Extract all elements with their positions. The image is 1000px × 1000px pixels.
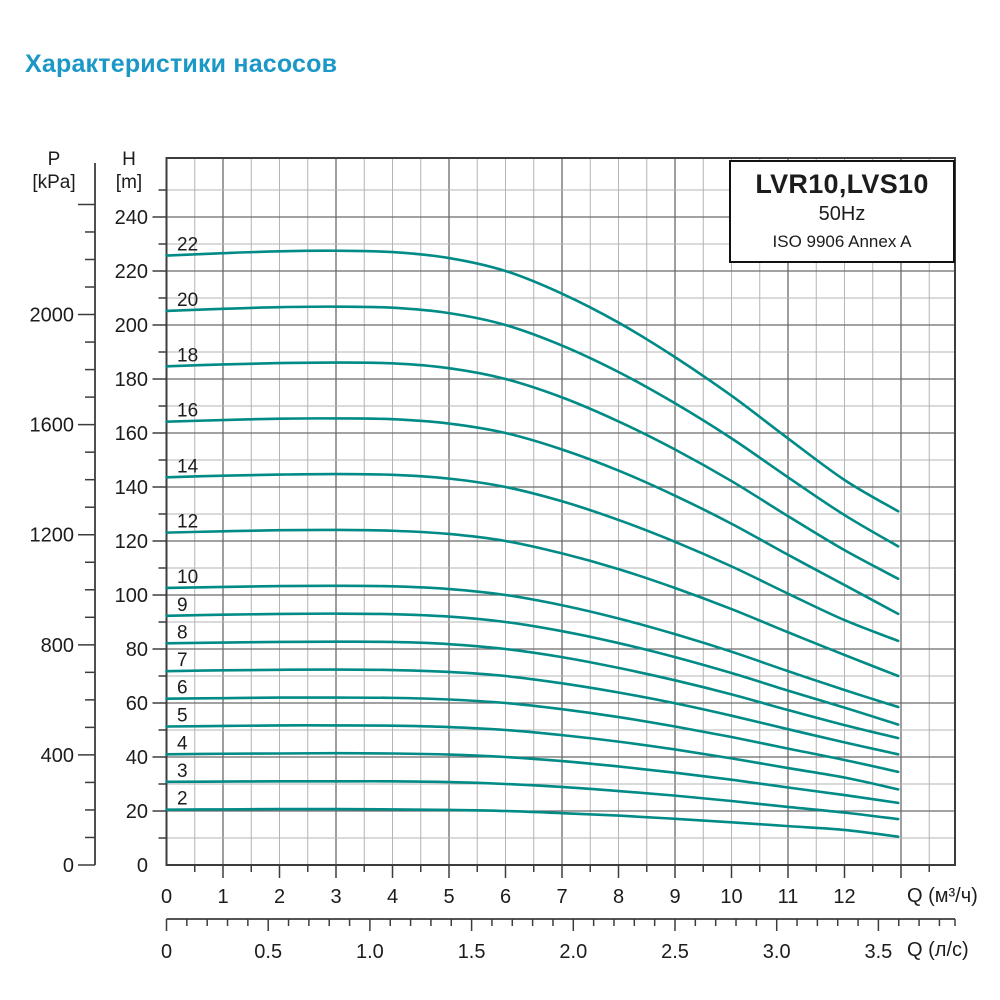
head-axis-unit: [m] bbox=[115, 172, 143, 193]
head-axis-tick-label: 60 bbox=[126, 693, 148, 715]
pressure-axis-tick-label: 2000 bbox=[30, 305, 75, 327]
flow-m3h-axis-tick-label: 2 bbox=[274, 886, 285, 908]
head-axis-tick-label: 140 bbox=[115, 477, 148, 499]
flow-m3h-axis-tick-label: 9 bbox=[669, 886, 680, 908]
pump-curve-7 bbox=[165, 668, 900, 756]
flow-m3h-axis-tick-label: 12 bbox=[833, 886, 855, 908]
pump-curve-8 bbox=[165, 640, 900, 740]
flow-m3h-axis-tick-label: 4 bbox=[387, 886, 398, 908]
head-axis-tick-label: 180 bbox=[115, 369, 148, 391]
flow-m3h-axis-tick-label: 0 bbox=[161, 886, 172, 908]
flow-ls-axis-tick-label: 2.5 bbox=[661, 941, 689, 963]
head-axis-tick-label: 0 bbox=[137, 855, 148, 877]
curve-label-6: 6 bbox=[177, 678, 188, 699]
flow-ls-axis-tick-label: 3.0 bbox=[763, 941, 791, 963]
head-axis-tick-label: 200 bbox=[115, 315, 148, 337]
flow-m3h-axis-tick-label: 1 bbox=[217, 886, 228, 908]
flow-ls-axis-tick-label: 1.5 bbox=[458, 941, 486, 963]
head-axis-tick-label: 20 bbox=[126, 801, 148, 823]
curve-label-10: 10 bbox=[177, 567, 198, 588]
head-axis-tick-label: 40 bbox=[126, 747, 148, 769]
pump-curve-5 bbox=[165, 724, 900, 791]
flow-m3h-axis-tick-label: 8 bbox=[613, 886, 624, 908]
head-axis-tick-label: 120 bbox=[115, 531, 148, 553]
pump-curve-14 bbox=[165, 472, 900, 643]
pressure-axis-name: P bbox=[47, 149, 61, 170]
pump-curve-22 bbox=[165, 249, 900, 513]
head-axis-tick-label: 100 bbox=[115, 585, 148, 607]
pressure-axis-tick-label: 0 bbox=[63, 855, 74, 877]
flow-axis-unit-ls: Q (л/с) bbox=[907, 939, 969, 961]
pump-curve-10 bbox=[165, 584, 900, 709]
pump-curve-4 bbox=[165, 751, 900, 805]
flow-ls-axis-tick-label: 2.0 bbox=[559, 941, 587, 963]
pump-curve-6 bbox=[165, 696, 900, 774]
curve-label-12: 12 bbox=[177, 512, 198, 533]
curve-label-7: 7 bbox=[177, 650, 188, 671]
curve-label-14: 14 bbox=[177, 456, 199, 477]
flow-m3h-axis-tick-label: 5 bbox=[443, 886, 454, 908]
curve-label-16: 16 bbox=[177, 401, 198, 422]
page-title: Характеристики насосов bbox=[25, 50, 338, 78]
flow-axis-unit-m3h: Q (м³/ч) bbox=[907, 885, 978, 907]
curve-label-2: 2 bbox=[177, 789, 188, 810]
head-axis-tick-label: 80 bbox=[126, 639, 148, 661]
flow-m3h-axis-tick-label: 11 bbox=[778, 886, 799, 908]
flow-m3h-axis-tick-label: 3 bbox=[330, 886, 341, 908]
pump-model-box: LVR10,LVS10 50Hz ISO 9906 Annex A bbox=[729, 160, 955, 263]
pump-model-label: LVR10,LVS10 bbox=[755, 169, 929, 199]
pump-curve-16 bbox=[165, 417, 900, 616]
plot-border bbox=[165, 157, 956, 866]
curve-label-4: 4 bbox=[177, 733, 188, 754]
pressure-axis-unit: [kPa] bbox=[32, 172, 76, 193]
curve-label-8: 8 bbox=[177, 622, 188, 643]
pressure-axis-header: P [kPa] bbox=[18, 148, 90, 194]
flow-ls-axis-tick-label: 0 bbox=[161, 941, 172, 963]
pressure-axis-tick-label: 400 bbox=[41, 745, 74, 767]
curve-label-3: 3 bbox=[177, 761, 188, 782]
flow-ls-axis-tick-label: 0.5 bbox=[254, 941, 282, 963]
pump-curve-2 bbox=[165, 807, 900, 838]
head-axis-tick-label: 160 bbox=[115, 423, 148, 445]
frequency-label: 50Hz bbox=[818, 203, 866, 225]
curve-label-20: 20 bbox=[177, 290, 198, 311]
pump-curve-18 bbox=[165, 361, 900, 581]
flow-m3h-axis-tick-label: 6 bbox=[500, 886, 511, 908]
head-axis-tick-label: 220 bbox=[115, 261, 148, 283]
pressure-axis-tick-label: 1600 bbox=[30, 415, 75, 437]
flow-ls-axis-tick-label: 1.0 bbox=[356, 941, 384, 963]
head-axis-header: H [m] bbox=[96, 148, 162, 194]
pump-curve-9 bbox=[165, 612, 900, 726]
flow-m3h-axis-tick-label: 10 bbox=[720, 886, 742, 908]
curve-label-5: 5 bbox=[177, 705, 188, 726]
curve-label-9: 9 bbox=[177, 595, 188, 616]
curve-label-18: 18 bbox=[177, 345, 198, 366]
head-axis-name: H bbox=[122, 149, 136, 170]
flow-ls-axis-tick-label: 3.5 bbox=[864, 941, 892, 963]
pump-curve-3 bbox=[165, 779, 900, 821]
pump-curve-12 bbox=[165, 528, 900, 678]
pressure-axis-tick-label: 800 bbox=[41, 635, 74, 657]
head-axis-tick-label: 240 bbox=[115, 207, 148, 229]
pressure-axis-tick-label: 1200 bbox=[30, 525, 75, 547]
curve-label-22: 22 bbox=[177, 235, 198, 256]
pump-curve-20 bbox=[165, 305, 900, 548]
flow-m3h-axis-tick-label: 7 bbox=[556, 886, 567, 908]
standard-label: ISO 9906 Annex A bbox=[772, 232, 912, 251]
